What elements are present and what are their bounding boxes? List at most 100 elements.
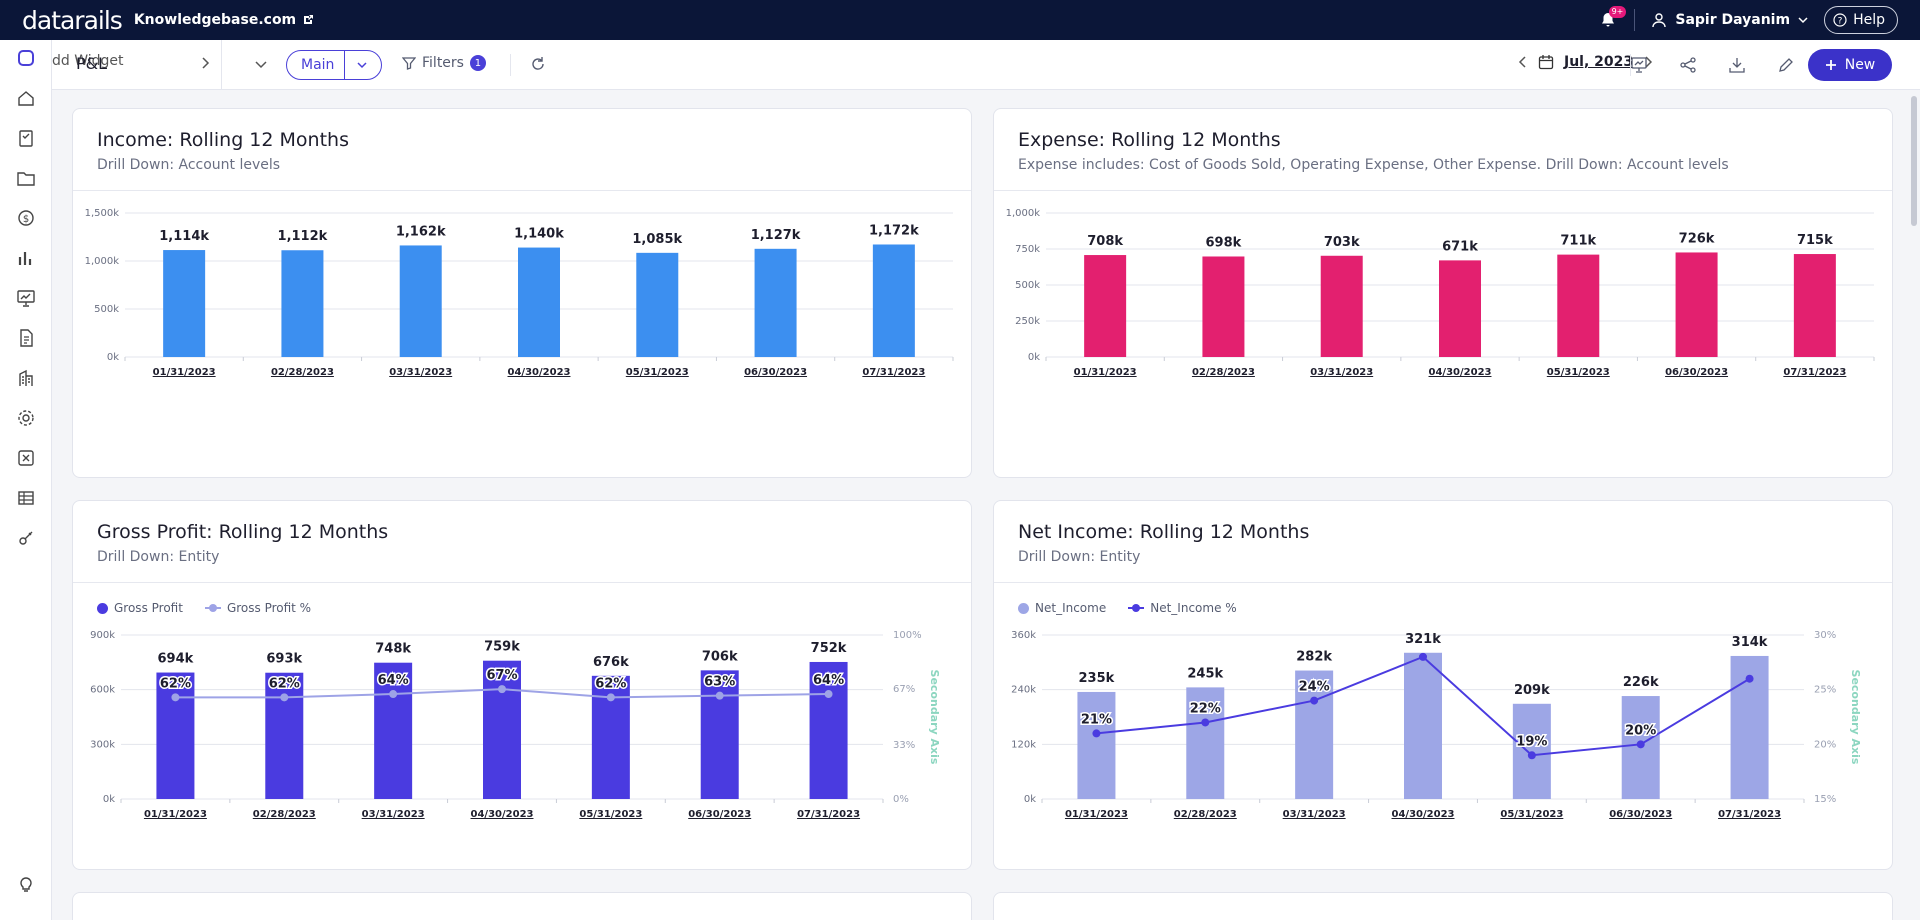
line-point[interactable]: [1092, 729, 1101, 738]
table-icon[interactable]: [16, 488, 36, 508]
legend-label: Net_Income: [1035, 601, 1107, 615]
building-icon[interactable]: [16, 368, 36, 388]
next-widget-partial[interactable]: [993, 892, 1893, 920]
line-point[interactable]: [1745, 674, 1754, 683]
chevron-down-icon[interactable]: [254, 58, 268, 72]
filters-label: Filters: [422, 55, 464, 71]
bar[interactable]: [1675, 252, 1718, 357]
filters-button[interactable]: Filters 1: [402, 55, 486, 71]
legend-item[interactable]: Gross Profit: [97, 601, 183, 615]
chevron-right-icon[interactable]: [199, 56, 211, 70]
bar[interactable]: [1295, 670, 1334, 799]
legend-swatch: [1128, 604, 1145, 612]
line-point[interactable]: [1310, 696, 1319, 705]
bar[interactable]: [483, 660, 521, 799]
y-tick-label: 0k: [1028, 352, 1040, 363]
scrollbar-thumb[interactable]: [1911, 96, 1917, 226]
bar[interactable]: [754, 248, 797, 357]
line-point[interactable]: [1527, 751, 1536, 760]
download-icon[interactable]: [1728, 56, 1746, 74]
data-label: 1,127k: [751, 228, 801, 243]
line-point[interactable]: [824, 690, 833, 699]
notifications-button[interactable]: 9+: [1598, 6, 1627, 30]
chevron-left-icon[interactable]: [1518, 56, 1528, 68]
bar[interactable]: [374, 662, 413, 799]
bar[interactable]: [1320, 255, 1363, 357]
income-widget[interactable]: Income: Rolling 12 Months Drill Down: Ac…: [72, 108, 972, 478]
bar[interactable]: [1077, 691, 1116, 799]
bar[interactable]: [809, 661, 848, 799]
bar[interactable]: [265, 672, 304, 799]
line-point[interactable]: [606, 693, 615, 702]
line-point[interactable]: [1419, 652, 1427, 661]
bar[interactable]: [1439, 260, 1481, 357]
next-widget-partial[interactable]: [72, 892, 972, 920]
document-icon[interactable]: [16, 328, 36, 348]
line-point[interactable]: [1636, 740, 1645, 749]
bar[interactable]: [1084, 255, 1127, 357]
data-label: 693k: [266, 652, 302, 667]
datarails-logo[interactable]: datarails: [22, 5, 123, 35]
line-point[interactable]: [715, 691, 724, 700]
lightbulb-icon[interactable]: [16, 874, 36, 894]
line-point[interactable]: [1201, 718, 1210, 727]
help-button[interactable]: ? Help: [1824, 6, 1898, 34]
top-bar: datarails Knowledgebase.com 9+ Sapir Day…: [0, 0, 1920, 40]
bar[interactable]: [156, 672, 195, 799]
pencil-icon[interactable]: [1777, 56, 1795, 74]
presentation-chart-icon[interactable]: [1630, 56, 1648, 74]
bar[interactable]: [1557, 254, 1600, 357]
bar-chart-icon[interactable]: [16, 248, 36, 268]
refresh-icon[interactable]: [530, 56, 546, 72]
bar[interactable]: [163, 250, 206, 357]
bar[interactable]: [636, 252, 679, 357]
dollar-icon[interactable]: $: [16, 208, 36, 228]
data-label: 748k: [375, 642, 411, 657]
home-icon[interactable]: [16, 88, 36, 108]
vertical-scrollbar[interactable]: [1908, 90, 1920, 920]
x-tick-label: 02/28/2023: [253, 809, 316, 820]
dashboard-toolbar: dd Widget P&L Main Filters 1 Jul, 2023 N…: [52, 40, 1920, 90]
x-tick-label: 02/28/2023: [271, 367, 334, 378]
datarails-icon[interactable]: [16, 48, 36, 68]
view-select[interactable]: Main: [286, 50, 382, 80]
calendar-icon[interactable]: [1538, 54, 1554, 70]
bar[interactable]: [1202, 256, 1245, 357]
line-point[interactable]: [280, 693, 289, 702]
view-select-dropdown[interactable]: [345, 59, 379, 71]
data-label: 209k: [1514, 683, 1550, 698]
excel-icon[interactable]: [16, 448, 36, 468]
page-selector[interactable]: dd Widget P&L: [52, 40, 222, 90]
bar[interactable]: [1404, 652, 1442, 799]
bar[interactable]: [1186, 687, 1225, 799]
new-widget-button[interactable]: New: [1808, 49, 1892, 81]
user-menu[interactable]: Sapir Dayanim: [1651, 12, 1808, 28]
widget-header: Net Income: Rolling 12 Months Drill Down…: [994, 501, 1892, 583]
bar[interactable]: [281, 250, 324, 357]
key-icon[interactable]: [16, 528, 36, 548]
bar[interactable]: [1793, 254, 1836, 357]
monitor-chart-icon[interactable]: [16, 288, 36, 308]
line-point[interactable]: [498, 685, 506, 694]
clipboard-icon[interactable]: [16, 128, 36, 148]
folder-icon[interactable]: [16, 168, 36, 188]
gear-icon[interactable]: [16, 408, 36, 428]
legend-item[interactable]: Gross Profit %: [204, 601, 311, 615]
legend-swatch: [204, 604, 221, 612]
expense-widget[interactable]: Expense: Rolling 12 Months Expense inclu…: [993, 108, 1893, 478]
bar[interactable]: [399, 245, 442, 357]
widget-subtitle: Drill Down: Entity: [1018, 549, 1141, 565]
gross-profit-widget[interactable]: Gross Profit: Rolling 12 Months Drill Do…: [72, 500, 972, 870]
date-value[interactable]: Jul, 2023: [1564, 54, 1634, 70]
net-income-widget[interactable]: Net Income: Rolling 12 Months Drill Down…: [993, 500, 1893, 870]
legend-item[interactable]: Net_Income: [1018, 601, 1106, 615]
line-point[interactable]: [389, 690, 398, 699]
line-data-label: 62%: [595, 676, 626, 691]
bar[interactable]: [518, 247, 560, 357]
line-point[interactable]: [171, 693, 180, 702]
legend-item[interactable]: Net_Income %: [1128, 601, 1237, 615]
bar[interactable]: [872, 244, 915, 357]
share-icon[interactable]: [1679, 56, 1697, 74]
chevron-right-icon[interactable]: [1643, 56, 1653, 68]
workspace-link[interactable]: Knowledgebase.com: [134, 12, 314, 28]
